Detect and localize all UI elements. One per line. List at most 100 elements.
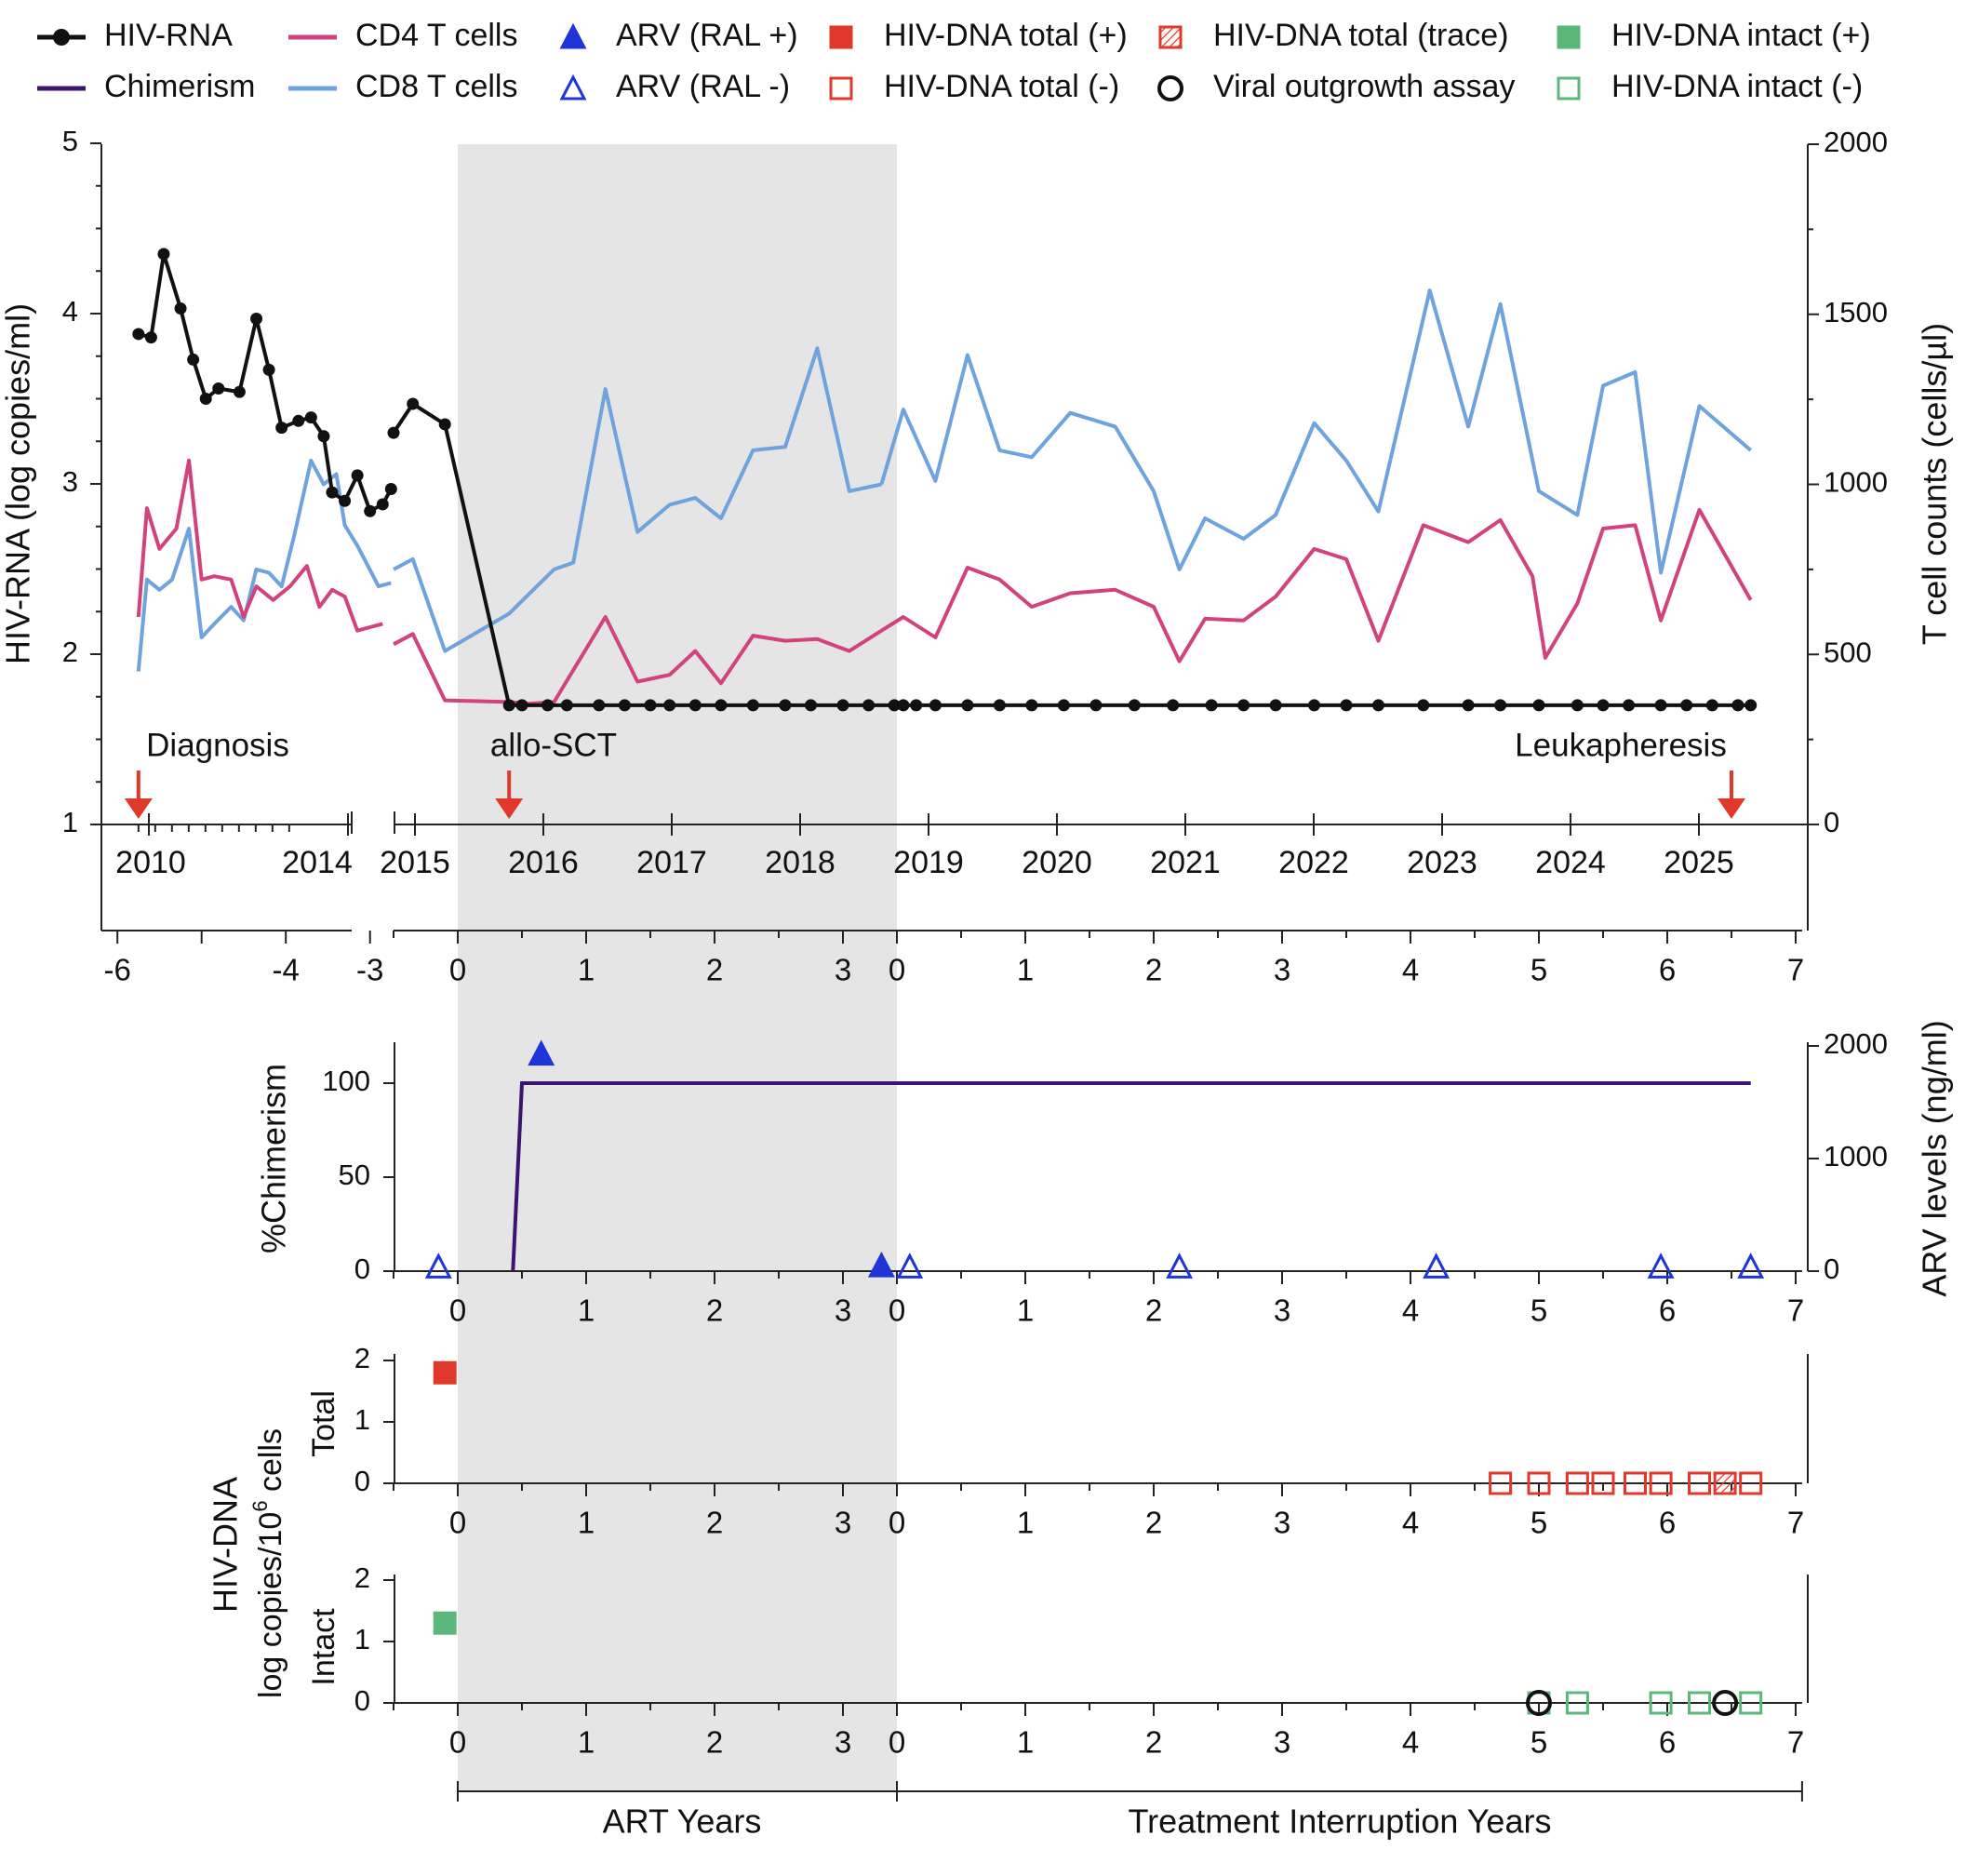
legend-item: Chimerism — [37, 69, 255, 104]
arv-ral-negative-point — [1737, 1253, 1765, 1279]
y-tick-label: 2 — [62, 636, 78, 668]
x-tick-label: 2024 — [1535, 845, 1606, 880]
cd8-t-cells-line-ti — [879, 288, 1753, 575]
hiv-rna-point — [376, 498, 389, 511]
legend-triangle-swatch — [559, 74, 587, 100]
hiv-rna-point — [317, 430, 330, 443]
dna-total-negative-point — [1527, 1471, 1551, 1495]
art-period-band — [458, 144, 897, 1791]
legend-circle-swatch — [1157, 75, 1183, 101]
hiv-rna-point — [1167, 699, 1180, 712]
x-tick-label: 3 — [1274, 953, 1290, 987]
hiv-rna-point — [779, 699, 792, 712]
y-tick-label: 0 — [354, 1684, 370, 1717]
y-tick-label: 0 — [1824, 806, 1839, 838]
hiv-rna-point — [407, 397, 420, 410]
hiv-rna-point — [805, 699, 817, 712]
hiv-rna-point — [1462, 699, 1475, 712]
y-tick-label: 1 — [354, 1623, 370, 1655]
intact-panel-label: Intact — [306, 1608, 341, 1686]
x-tick-label: 2018 — [765, 845, 835, 880]
legend-label: Chimerism — [104, 69, 255, 104]
x-tick-label: 3 — [835, 1506, 851, 1540]
dna-intact-negative-point — [1688, 1691, 1711, 1715]
legend-square-swatch — [1557, 76, 1581, 100]
hiv-rna-point — [326, 486, 339, 499]
legend-item: CD8 T cells — [288, 69, 517, 104]
arv-ral-negative-point — [896, 1253, 924, 1279]
x-tick-label: 2020 — [1022, 845, 1092, 880]
x-tick-label: 4 — [1402, 953, 1419, 987]
hiv-rna-point — [515, 699, 528, 712]
y-tick-label: 1500 — [1824, 296, 1888, 328]
cd4-t-cells-line-ti — [880, 507, 1753, 663]
x-tick-label: 1 — [578, 1725, 595, 1760]
legend-label: HIV-DNA intact (-) — [1611, 69, 1863, 104]
x-tick-label: 3 — [835, 953, 851, 987]
x-tick-label: 0 — [889, 1725, 905, 1760]
x-tick-label: 5 — [1531, 1725, 1547, 1760]
legend-item: CD4 T cells — [288, 18, 517, 53]
x-tick-label: 2019 — [893, 845, 964, 880]
art-years-label: ART Years — [603, 1802, 762, 1841]
hiv-rna-point — [212, 382, 225, 395]
viral-outgrowth-point — [1712, 1690, 1739, 1716]
x-tick-label: 3 — [1274, 1725, 1290, 1760]
x-tick-label: 7 — [1787, 953, 1804, 987]
legend-item: HIV-DNA total (trace) — [1158, 18, 1508, 53]
y-tick-label: 0 — [1824, 1253, 1839, 1285]
legend-label: CD8 T cells — [355, 69, 517, 104]
cd8-t-cells-line-art — [393, 346, 882, 653]
hiv-rna-point — [1494, 699, 1507, 712]
x-tick-label: 1 — [578, 1506, 595, 1540]
legend-item: ARV (RAL +) — [559, 18, 798, 53]
x-tick-label: 5 — [1531, 1506, 1547, 1540]
arv-ral-negative-point — [1166, 1253, 1194, 1279]
hiv-rna-point — [132, 328, 145, 341]
hiv-rna-point — [1057, 699, 1070, 712]
x-tick-label: 3 — [1274, 1506, 1290, 1540]
x-tick-label: 2 — [1145, 1725, 1162, 1760]
diagnosis-arrow-head — [124, 798, 153, 819]
hiv-rna-point — [292, 414, 305, 427]
arv-ral-negative-point — [1423, 1253, 1450, 1279]
hiv-rna-point — [910, 699, 923, 712]
x-tick-label: 2022 — [1278, 845, 1349, 880]
y-tick-label: 2 — [354, 1561, 370, 1594]
x-tick-label: 2017 — [636, 845, 707, 880]
hiv-rna-point — [233, 385, 246, 398]
legend-label: HIV-RNA — [104, 18, 233, 53]
allo-sct-label: allo-SCT — [490, 727, 617, 763]
hiv-rna-point — [304, 411, 317, 424]
hiv-rna-point — [384, 482, 397, 495]
hiv-rna-point — [187, 353, 200, 366]
hiv-rna-point — [262, 363, 275, 376]
hiv-rna-point — [1237, 699, 1250, 712]
hiv-rna-point — [364, 504, 377, 517]
y-tick-label: 3 — [62, 465, 78, 498]
hiv-rna-point — [961, 699, 974, 712]
hivdna-axis-subtitle: log copies/106 cells — [248, 1428, 288, 1698]
hiv-rna-point — [541, 699, 555, 712]
hiv-rna-point — [1680, 699, 1693, 712]
legend-item: HIV-DNA intact (-) — [1557, 69, 1863, 104]
legend-label: HIV-DNA intact (+) — [1611, 18, 1871, 53]
leukapheresis-arrow-head — [1718, 798, 1745, 819]
x-tick-label: 2 — [1145, 1506, 1162, 1540]
x-tick-label: 2025 — [1664, 845, 1734, 880]
x-tick-label: 2021 — [1150, 845, 1221, 880]
hiv-rna-point — [897, 699, 910, 712]
hiv-rna-point — [663, 699, 676, 712]
x-tick-label: 0 — [889, 1506, 905, 1540]
legend-label: HIV-DNA total (-) — [884, 69, 1119, 104]
x-tick-label: 7 — [1787, 1506, 1804, 1540]
x-tick-label: 5 — [1531, 1293, 1547, 1328]
dna-total-negative-point — [1688, 1471, 1711, 1495]
y-tick-label: 5 — [62, 125, 78, 157]
legend-item: HIV-DNA total (+) — [829, 18, 1128, 53]
dna-total-positive-point — [433, 1360, 457, 1385]
hiv-rna-point — [715, 699, 728, 712]
x-tick-label: 0 — [889, 1293, 905, 1328]
x-tick-label: 1 — [1017, 1506, 1034, 1540]
